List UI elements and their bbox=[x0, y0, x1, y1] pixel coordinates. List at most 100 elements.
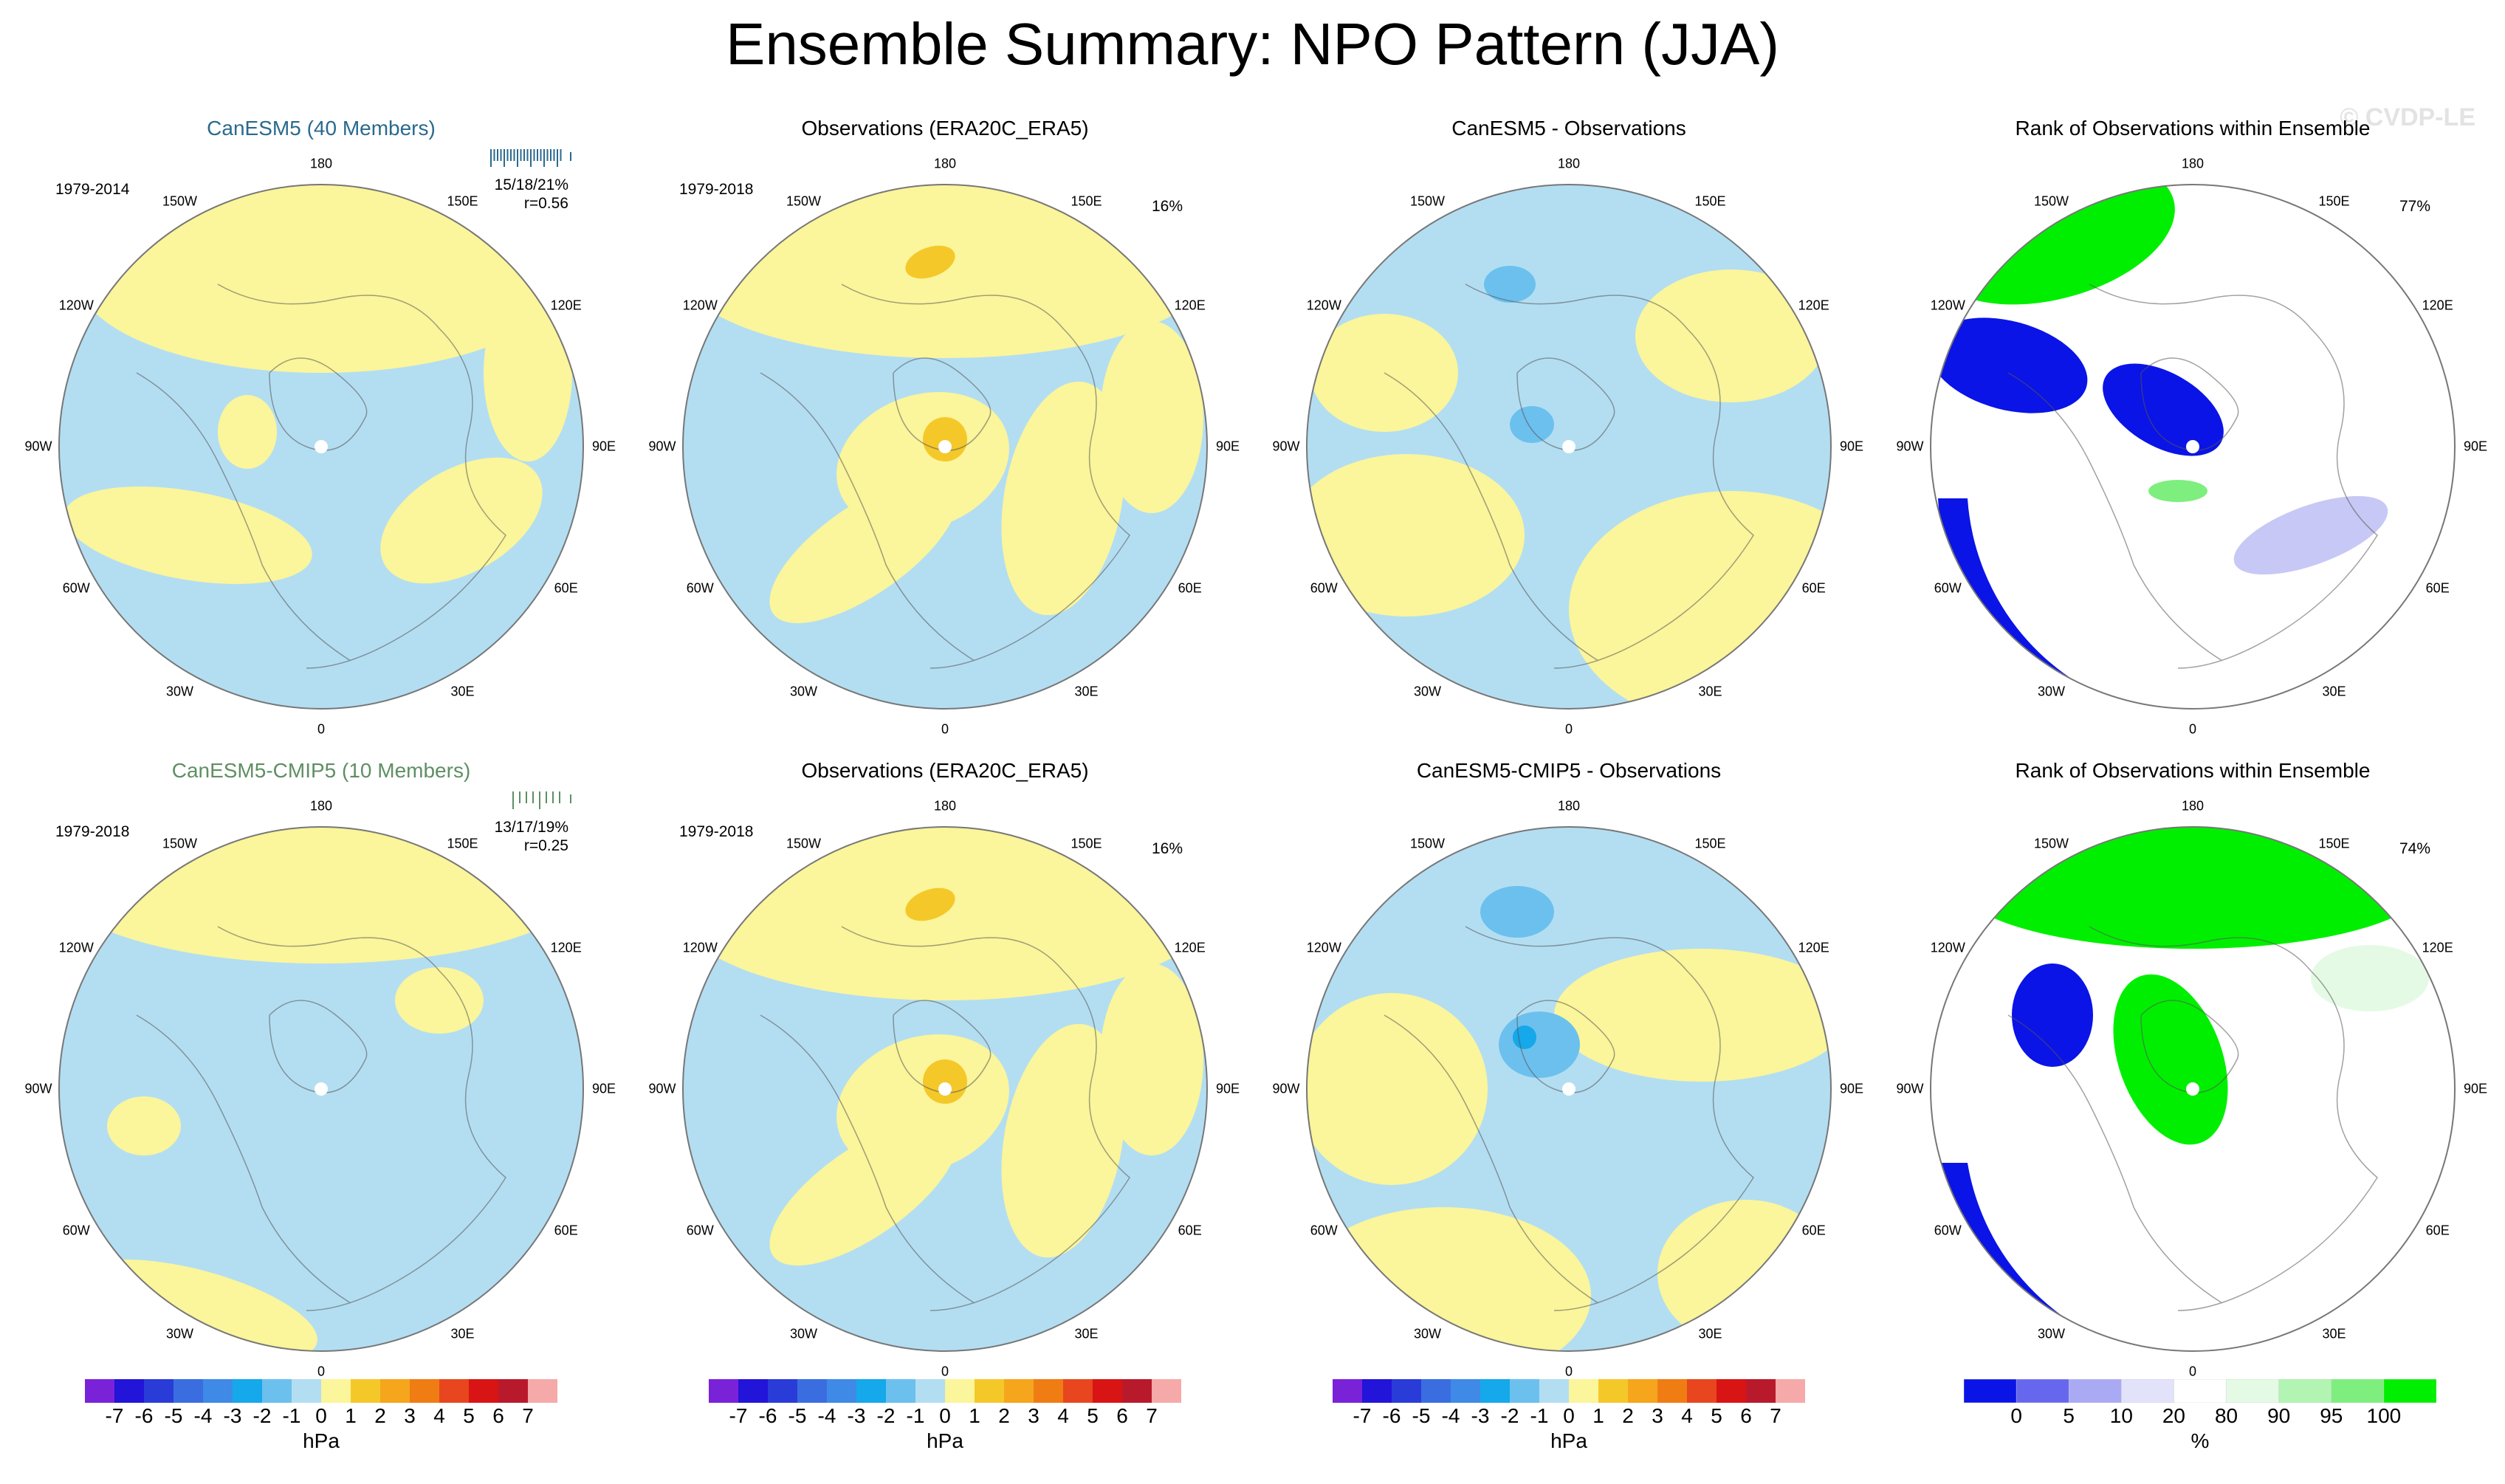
colorbar-swatch bbox=[709, 1379, 739, 1403]
longitude-label: 30W bbox=[2037, 684, 2066, 699]
field-region bbox=[59, 827, 583, 963]
longitude-label: 150E bbox=[2318, 193, 2350, 209]
longitude-label: 60E bbox=[554, 580, 578, 595]
longitude-label: 90E bbox=[591, 1081, 616, 1096]
colorbar-tick-label: 1 bbox=[1592, 1404, 1604, 1427]
longitude-label: 60W bbox=[62, 580, 90, 595]
longitude-label: 120E bbox=[1798, 940, 1829, 955]
colorbar-tick-label: -4 bbox=[193, 1404, 213, 1427]
field-region-blue bbox=[1499, 1011, 1580, 1078]
colorbar-unit: hPa bbox=[927, 1429, 963, 1452]
longitude-label: 30E bbox=[450, 1326, 475, 1342]
field-region bbox=[64, 486, 312, 585]
longitude-label: 90E bbox=[2463, 439, 2488, 454]
colorbar-swatch bbox=[768, 1379, 798, 1403]
longitude-label: 30E bbox=[1074, 1326, 1099, 1342]
longitude-label: 150W bbox=[2033, 836, 2069, 851]
map-boundary bbox=[682, 184, 1208, 710]
longitude-label: 120E bbox=[550, 940, 582, 955]
colorbar-tick-label: 95 bbox=[2320, 1404, 2343, 1427]
colorbar-swatch bbox=[2331, 1379, 2385, 1403]
colorbar-tick-label: 4 bbox=[1057, 1404, 1069, 1427]
colorbar-tick-label: -5 bbox=[1412, 1404, 1431, 1427]
longitude-label: 120E bbox=[1798, 298, 1829, 312]
colorbar-swatch bbox=[2121, 1379, 2175, 1403]
colorbar-swatch bbox=[1451, 1379, 1481, 1403]
colorbar-tick-label: 5 bbox=[463, 1404, 475, 1427]
rank-region bbox=[1956, 827, 2429, 949]
map-boundary bbox=[58, 184, 584, 710]
rank-colorbar bbox=[1964, 1379, 2436, 1403]
colorbar-swatch bbox=[1421, 1379, 1451, 1403]
colorbar-swatch bbox=[975, 1379, 1005, 1403]
longitude-label: 90W bbox=[648, 439, 676, 454]
longitude-label: 150W bbox=[2033, 193, 2069, 209]
longitude-label: 120W bbox=[1306, 940, 1341, 955]
panel-title: CanESM5 (40 Members) bbox=[207, 117, 436, 140]
longitude-label: 30E bbox=[1698, 684, 1722, 699]
percent-label: 16% bbox=[1152, 198, 1183, 215]
longitude-label: 180 bbox=[933, 156, 957, 171]
colorbar-swatch bbox=[292, 1379, 322, 1403]
colorbar-tick-label: -2 bbox=[252, 1404, 272, 1427]
coastlines bbox=[136, 284, 506, 669]
longitude-label: 90W bbox=[24, 439, 52, 454]
longitude-label: 0 bbox=[317, 721, 326, 737]
field-region bbox=[769, 1119, 958, 1266]
longitude-label: 30E bbox=[2322, 1326, 2346, 1342]
polar-map bbox=[682, 184, 1208, 710]
longitude-label: 120E bbox=[2422, 940, 2453, 955]
map-boundary bbox=[1930, 826, 2456, 1352]
longitude-label: 120W bbox=[1306, 298, 1341, 312]
colorbar-swatch bbox=[915, 1379, 946, 1403]
colorbar-tick-label: -5 bbox=[164, 1404, 183, 1427]
longitude-label: 60E bbox=[1801, 1223, 1826, 1237]
coastlines bbox=[2007, 926, 2378, 1311]
longitude-label: 120W bbox=[682, 940, 718, 955]
colorbar-swatch bbox=[797, 1379, 828, 1403]
map-boundary bbox=[1306, 826, 1832, 1352]
colorbar-tick-label: -2 bbox=[1500, 1404, 1519, 1427]
field-region bbox=[107, 1096, 181, 1155]
colorbar-swatch bbox=[1333, 1379, 1363, 1403]
coastlines bbox=[760, 926, 1130, 1311]
polar-map bbox=[58, 184, 584, 710]
longitude-label: 120W bbox=[682, 298, 718, 312]
longitude-label: 60W bbox=[1934, 580, 1962, 595]
percent-label: 77% bbox=[2399, 198, 2431, 215]
field-region-blue bbox=[1480, 886, 1554, 938]
longitude-label: 30W bbox=[165, 1326, 194, 1342]
colorbar-tick-label: 7 bbox=[522, 1404, 534, 1427]
longitude-label: 30E bbox=[2322, 684, 2346, 699]
colorbar-tick-label: -1 bbox=[1530, 1404, 1549, 1427]
colorbar-swatch bbox=[1628, 1379, 1658, 1403]
rank-region bbox=[2148, 480, 2207, 502]
hpa-colorbar bbox=[85, 1379, 557, 1403]
field-region bbox=[1554, 949, 1831, 1082]
colorbar-tick-label: 2 bbox=[1622, 1404, 1634, 1427]
longitude-label: 60E bbox=[554, 1223, 578, 1237]
map-panel-model: CanESM5-CMIP5 (10 Members) 1979-2018 13/17… bbox=[24, 753, 616, 1484]
field-region bbox=[1001, 381, 1125, 616]
colorbar-tick-label: 80 bbox=[2214, 1404, 2238, 1427]
field-region-blue-strong bbox=[1513, 1026, 1536, 1049]
colorbar-swatch bbox=[886, 1379, 916, 1403]
colorbar-swatch bbox=[85, 1379, 115, 1403]
colorbar-swatch bbox=[2016, 1379, 2069, 1403]
polar-map bbox=[682, 826, 1208, 1352]
longitude-label: 60E bbox=[2425, 1223, 2450, 1237]
period-label: 1979-2018 bbox=[679, 823, 754, 840]
field-region-strong bbox=[923, 417, 967, 461]
pole-marker bbox=[315, 1082, 328, 1096]
field-region bbox=[1307, 1207, 1591, 1351]
field-region bbox=[1307, 454, 1525, 616]
correlation-stat: r=0.25 bbox=[523, 837, 568, 854]
stats-block: 13/17/19% r=0.25 bbox=[484, 818, 568, 855]
colorbar-tick-label: 5 bbox=[1087, 1404, 1099, 1427]
pole-marker bbox=[1562, 440, 1575, 453]
spread-stats: 15/18/21% bbox=[494, 176, 568, 193]
colorbar-swatch bbox=[1034, 1379, 1064, 1403]
stats-block: 15/18/21% r=0.56 bbox=[484, 176, 568, 213]
polar-map bbox=[58, 826, 584, 1352]
pole-marker bbox=[2186, 440, 2199, 453]
